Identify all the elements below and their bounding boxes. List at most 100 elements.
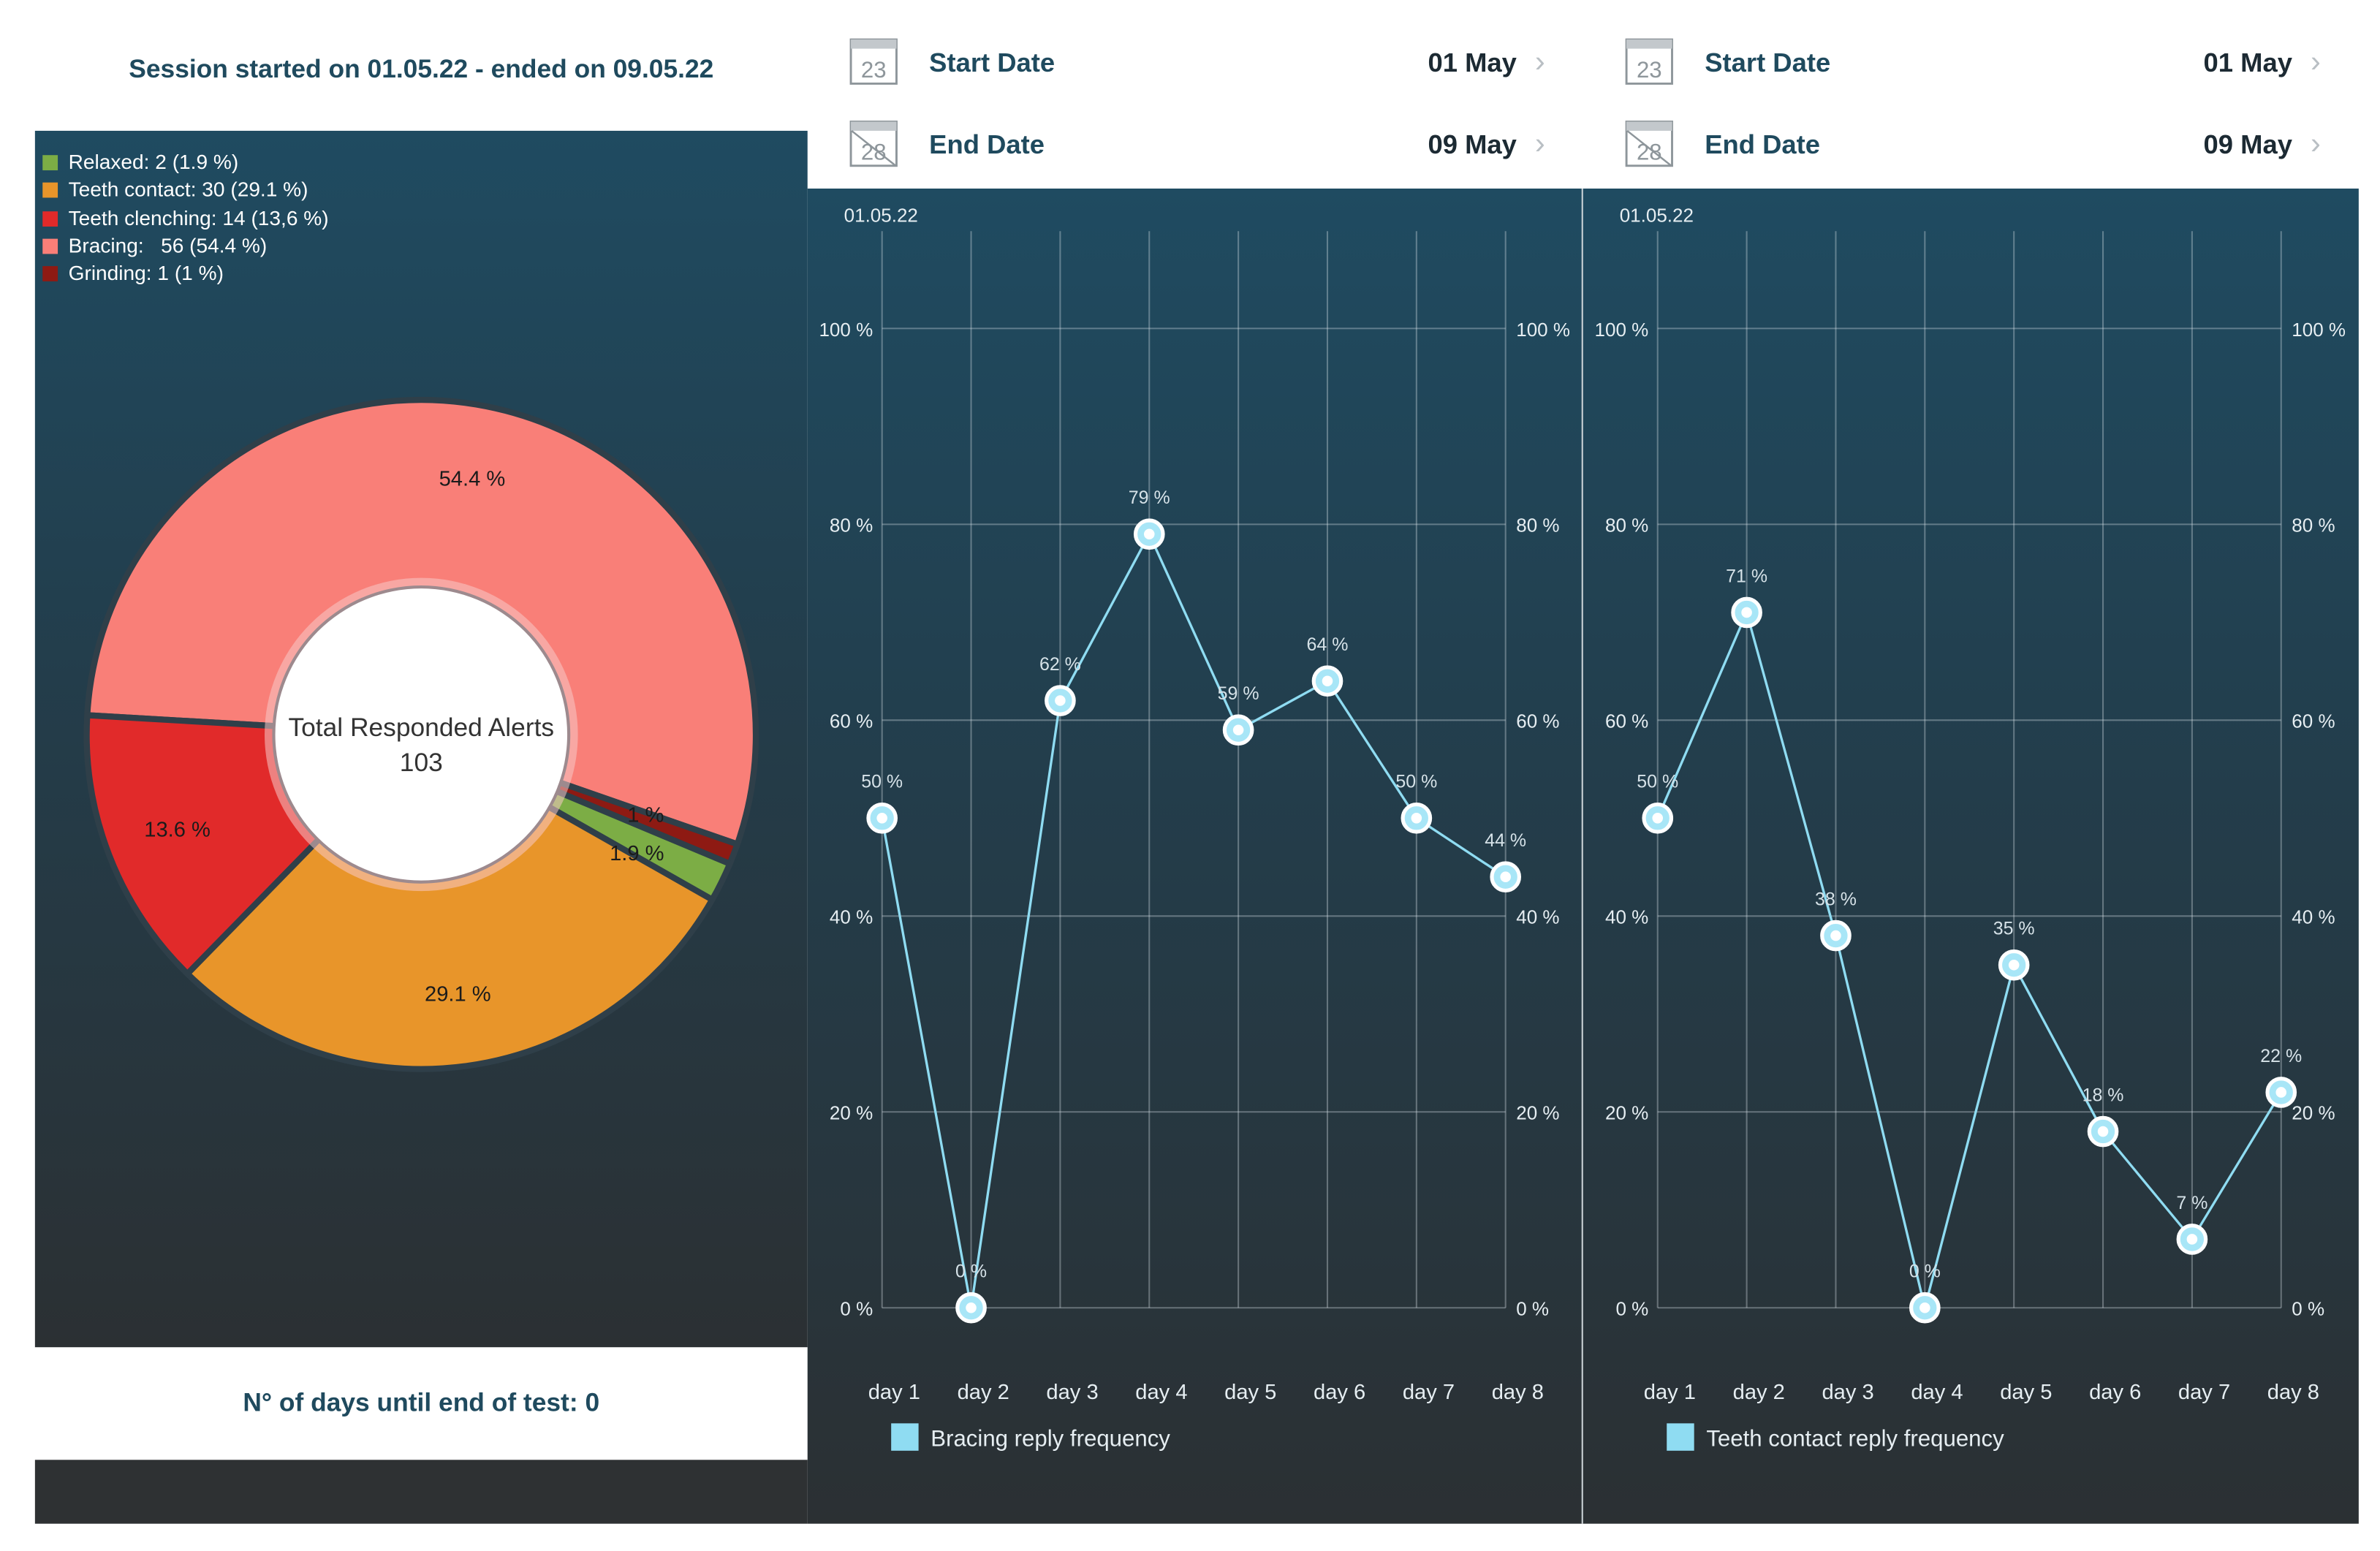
chart-legend-label: Bracing reply frequency: [931, 1426, 1170, 1452]
data-point-center: [1652, 813, 1664, 824]
y-tick-label-right: 20 %: [2292, 1102, 2335, 1124]
data-label: 50 %: [1395, 772, 1437, 792]
x-tick-label: day 8: [1492, 1381, 1544, 1404]
panel-divider: [1581, 188, 1583, 1524]
days-until-end-label: N° of days until end of test:: [243, 1388, 578, 1418]
legend-item-relaxed: Relaxed: 2 (1.9 %): [42, 149, 328, 177]
x-tick-label: day 1: [1644, 1381, 1696, 1404]
y-tick-label-left: 80 %: [1605, 515, 1648, 536]
donut-center: [275, 588, 568, 881]
bracing-chart-panel: 0 % 0 % 20 % 20 % 40 % 40 % 60 % 60 % 80 % 80 % 10…: [807, 188, 1583, 1524]
start-date-value: 01 May: [1428, 46, 1517, 77]
y-tick-label-left: 20 %: [830, 1102, 873, 1124]
end-date-label: End Date: [929, 128, 1045, 159]
legend-label: Bracing: 56 (54.4 %): [68, 234, 268, 257]
y-tick-label-right: 100 %: [1516, 319, 1570, 341]
start-date-row[interactable]: 23 Start Date 01 May ›: [1583, 21, 2357, 103]
y-tick-label-left: 60 %: [830, 710, 873, 732]
calendar-day: 23: [1637, 57, 1662, 83]
legend-item-grinding: Grinding: 1 (1 %): [42, 260, 328, 288]
calendar-icon: 23: [849, 38, 898, 85]
start-date-label: Start Date: [1705, 46, 1831, 77]
data-label: 71 %: [1726, 566, 1767, 586]
y-tick-label-right: 0 %: [2292, 1298, 2324, 1320]
chevron-right-icon: ›: [2310, 126, 2321, 161]
legend-swatch: [42, 155, 58, 171]
days-until-end: N° of days until end of test: 0: [34, 1347, 808, 1460]
chevron-right-icon: ›: [1534, 45, 1545, 79]
legend-swatch: [42, 183, 58, 199]
y-tick-label-left: 40 %: [1605, 906, 1648, 928]
x-tick-label: day 2: [1733, 1381, 1785, 1404]
calendar-icon: 28: [1625, 120, 1673, 167]
calendar-icon: 23: [1625, 38, 1673, 85]
start-date-row[interactable]: 23 Start Date 01 May ›: [808, 21, 1582, 103]
legend-label: Teeth clenching: 14 (13,6 %): [68, 206, 329, 230]
end-date-value: 09 May: [2203, 128, 2292, 159]
teeth-contact-line-chart: 0 % 0 % 20 % 20 % 40 % 40 % 60 % 60 % 80 % 80 % 10…: [1595, 205, 2346, 1452]
start-date-value: 01 May: [2203, 46, 2292, 77]
legend-swatch: [891, 1423, 919, 1451]
data-label: 38 %: [1815, 889, 1857, 909]
x-tick-label: day 2: [958, 1381, 1009, 1404]
chevron-right-icon: ›: [1534, 126, 1545, 161]
chart-date-label: 01.05.22: [844, 205, 918, 227]
data-point-center: [1322, 675, 1333, 687]
legend-label: Relaxed: 2 (1.9 %): [68, 150, 239, 174]
data-point-center: [2275, 1087, 2287, 1098]
data-label: 0 %: [1909, 1262, 1941, 1282]
end-date-label: End Date: [1705, 128, 1821, 159]
data-point-center: [1143, 528, 1155, 540]
legend-swatch: [42, 238, 58, 254]
data-label: 35 %: [1993, 919, 2035, 939]
y-tick-label-right: 80 %: [2292, 515, 2335, 536]
legend-label: Teeth contact: 30 (29.1 %): [68, 178, 308, 202]
pie-slice-label: 54.4 %: [439, 467, 506, 490]
y-tick-label-right: 40 %: [2292, 906, 2335, 928]
x-tick-label: day 4: [1911, 1381, 1963, 1404]
end-date-row[interactable]: 28 End Date 09 May ›: [808, 103, 1582, 185]
calendar-icon: 28: [849, 120, 898, 167]
y-tick-label-left: 100 %: [819, 319, 873, 341]
data-point-center: [1055, 695, 1066, 706]
data-point-center: [2008, 960, 2020, 971]
series-line: [881, 531, 1507, 1308]
y-tick-label-left: 80 %: [830, 515, 873, 536]
y-tick-label-left: 60 %: [1605, 710, 1648, 732]
data-label: 44 %: [1485, 830, 1526, 851]
data-label: 62 %: [1039, 654, 1081, 675]
data-label: 22 %: [2260, 1046, 2302, 1066]
bracing-line-chart: 0 % 0 % 20 % 20 % 40 % 40 % 60 % 60 % 80 % 80 % 10…: [819, 205, 1570, 1452]
y-tick-label-left: 40 %: [830, 906, 873, 928]
y-tick-label-right: 100 %: [2292, 319, 2346, 341]
data-label: 64 %: [1307, 634, 1349, 655]
data-label: 50 %: [861, 772, 903, 792]
y-tick-label-right: 0 %: [1516, 1298, 1549, 1320]
data-label: 50 %: [1637, 772, 1678, 792]
y-tick-label-left: 0 %: [1615, 1298, 1648, 1320]
legend-swatch: [1667, 1423, 1694, 1451]
y-tick-label-right: 40 %: [1516, 906, 1559, 928]
chevron-right-icon: ›: [2310, 45, 2321, 79]
series-line: [1656, 608, 2283, 1308]
session-title: Session started on 01.05.22 - ended on 0…: [129, 54, 714, 84]
data-point-center: [966, 1302, 977, 1313]
x-tick-label: day 6: [2089, 1381, 2141, 1404]
data-label: 79 %: [1129, 488, 1170, 508]
bottom-strip: [34, 1460, 808, 1524]
data-point-center: [1741, 607, 1752, 618]
data-label: 0 %: [955, 1262, 987, 1282]
x-tick-label: day 6: [1314, 1381, 1365, 1404]
x-tick-label: day 4: [1135, 1381, 1187, 1404]
x-tick-label: day 7: [2178, 1381, 2230, 1404]
legend-item-teeth-contact: Teeth contact: 30 (29.1 %): [42, 177, 328, 205]
donut-chart: Total Responded Alerts 103 54.4 % 1 % 1.9 …: [83, 397, 759, 1072]
calendar-day: 28: [861, 139, 887, 164]
start-date-label: Start Date: [929, 46, 1056, 77]
x-tick-label: day 5: [2000, 1381, 2052, 1404]
y-tick-label-right: 60 %: [1516, 710, 1559, 732]
donut-center-label: Total Responded Alerts: [288, 713, 554, 742]
end-date-row[interactable]: 28 End Date 09 May ›: [1583, 103, 2357, 185]
y-tick-label-right: 20 %: [1516, 1102, 1559, 1124]
calendar-day: 28: [1637, 139, 1662, 164]
